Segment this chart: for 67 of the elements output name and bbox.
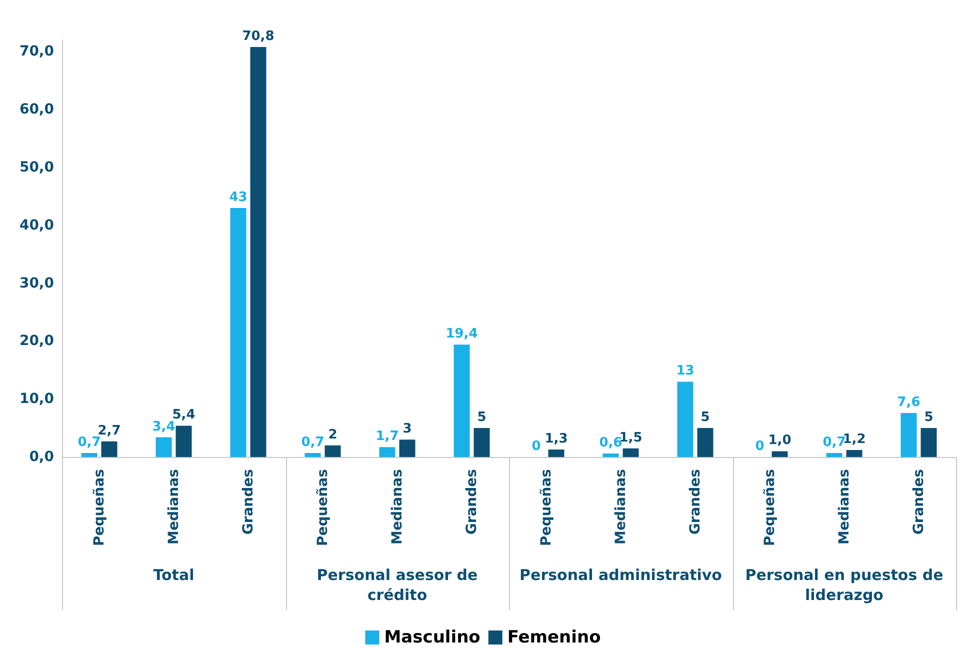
bar — [772, 451, 788, 457]
data-label: 7,6 — [897, 394, 920, 410]
bar — [399, 440, 416, 457]
bar — [846, 450, 862, 457]
bar — [602, 454, 619, 457]
data-label: 43 — [229, 190, 248, 205]
x-tick-label: Pequeñas — [538, 469, 554, 546]
text: Personal asesor de crédito — [316, 565, 479, 605]
bar — [697, 428, 714, 457]
bar — [324, 445, 341, 457]
data-label: 13 — [676, 364, 694, 379]
y-tick-label: 50,0 — [19, 159, 54, 176]
y-tick-label: 60,0 — [19, 102, 54, 118]
bar — [156, 437, 172, 457]
x-tick-label: Pequeñas — [314, 469, 331, 546]
x-tick-label: Grandes — [464, 469, 480, 535]
data-label: 0 — [532, 439, 541, 454]
data-label: 0,6 — [599, 436, 622, 451]
bar — [176, 426, 192, 457]
bar — [230, 208, 246, 457]
data-label: 70,8 — [242, 28, 274, 44]
x-tick-label: Medianas — [166, 469, 182, 544]
x-tick-label: Grandes — [910, 469, 927, 535]
y-tick-label: 0,0 — [29, 449, 54, 465]
bar — [81, 452, 98, 457]
legend-label: Masculino — [384, 628, 480, 648]
data-label: 0,7 — [301, 434, 324, 450]
y-tick-label: 10,0 — [19, 391, 54, 408]
x-tick-label: Medianas — [612, 469, 629, 544]
x-tick-label: Grandes — [687, 469, 704, 535]
bar — [304, 452, 321, 457]
bar — [920, 428, 937, 457]
data-label: 5 — [477, 410, 486, 426]
data-label: 0 — [755, 439, 764, 454]
y-tick-label: 70,0 — [19, 44, 54, 60]
y-tick-label: 30,0 — [19, 275, 54, 292]
y-tick-label: 20,0 — [19, 333, 54, 350]
text: Personal en puestos de liderazgo — [744, 565, 944, 605]
x-tick-label: Medianas — [389, 469, 406, 544]
bar — [379, 447, 396, 457]
data-label: 3 — [402, 422, 412, 437]
bar — [250, 46, 266, 457]
bar — [826, 452, 842, 457]
data-label: 1,7 — [376, 429, 399, 444]
data-label: 2 — [328, 427, 338, 442]
x-tick-label: Grandes — [240, 469, 256, 535]
text: Personal administrativo — [518, 565, 723, 585]
data-label: 19,4 — [446, 326, 478, 342]
y-tick-label: 40,0 — [19, 217, 54, 234]
legend-label: Femenino — [507, 628, 601, 648]
bar — [622, 448, 639, 457]
bar — [900, 412, 917, 457]
x-tick-label: Medianas — [836, 469, 852, 544]
bar — [548, 449, 564, 457]
x-tick-label: Pequeñas — [762, 469, 778, 546]
bar — [677, 382, 694, 457]
text: Total — [152, 565, 196, 585]
data-label: 1,3 — [544, 431, 568, 446]
data-label: 0,7 — [78, 434, 101, 450]
bar — [474, 428, 490, 457]
data-label: 1,0 — [768, 433, 792, 448]
data-label: 5 — [924, 410, 934, 426]
x-tick-label: Pequeñas — [91, 469, 108, 546]
bar — [454, 344, 470, 457]
data-label: 5 — [700, 410, 710, 426]
data-label: 1,2 — [842, 432, 866, 448]
bar — [101, 441, 118, 457]
